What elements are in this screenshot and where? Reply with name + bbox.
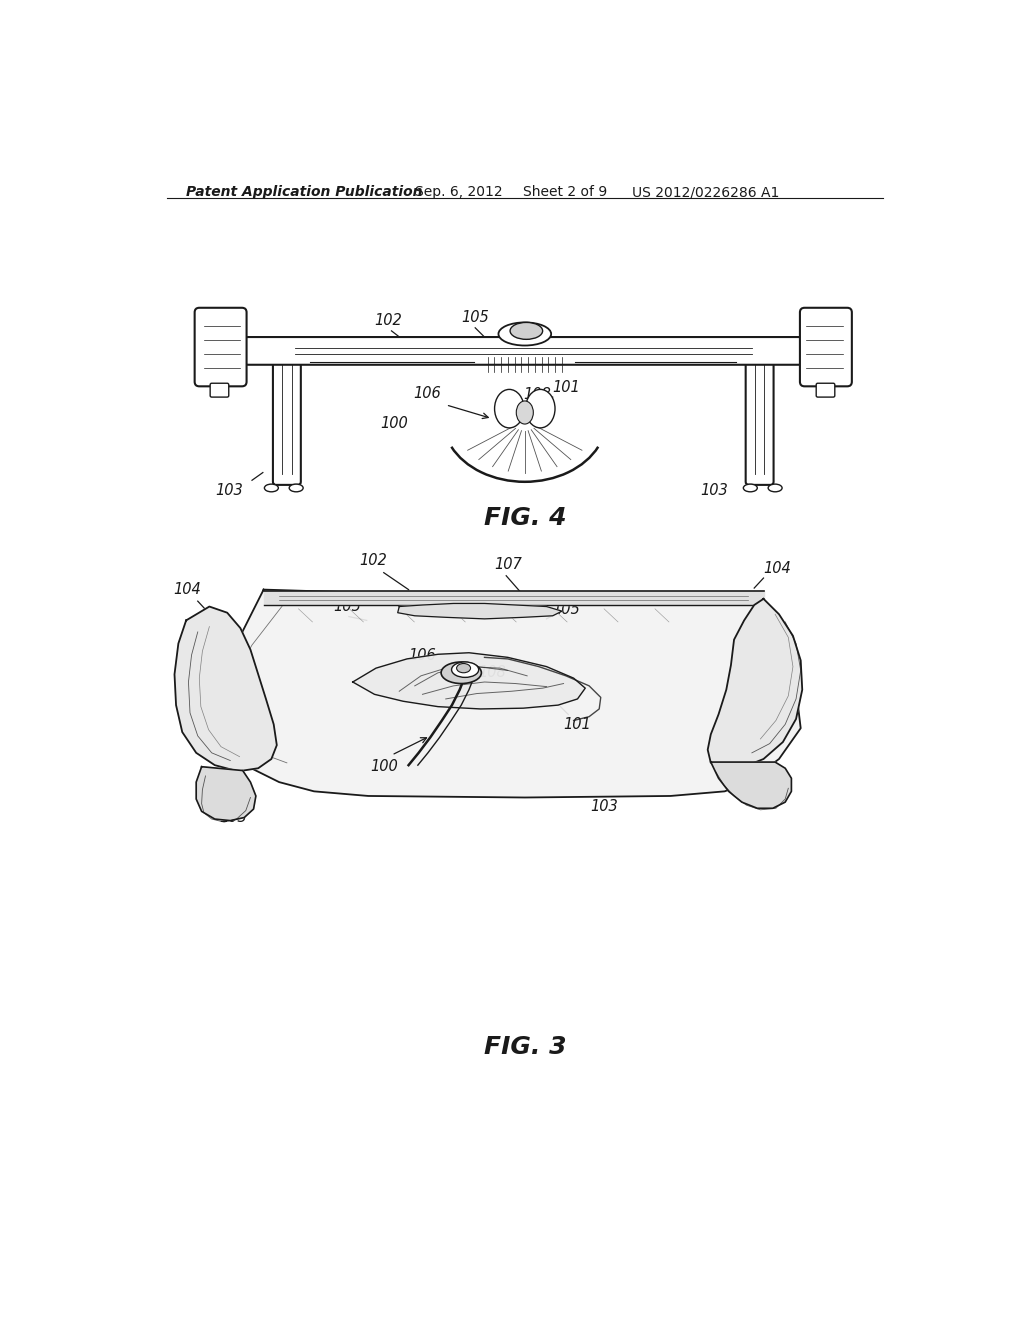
Text: US 2012/0226286 A1: US 2012/0226286 A1: [632, 185, 779, 199]
FancyBboxPatch shape: [244, 337, 803, 364]
Text: 108: 108: [523, 388, 551, 403]
Ellipse shape: [743, 484, 758, 492]
Text: 103: 103: [700, 483, 728, 499]
FancyBboxPatch shape: [800, 308, 852, 387]
Text: 103: 103: [219, 810, 247, 825]
Text: 101: 101: [563, 718, 591, 733]
Ellipse shape: [495, 389, 524, 428]
Text: Sheet 2 of 9: Sheet 2 of 9: [523, 185, 607, 199]
Text: 102: 102: [375, 313, 402, 327]
Text: 108: 108: [478, 665, 506, 681]
Polygon shape: [174, 607, 276, 771]
Text: 104: 104: [173, 582, 201, 598]
FancyBboxPatch shape: [210, 383, 228, 397]
Ellipse shape: [516, 401, 534, 424]
Ellipse shape: [441, 663, 481, 684]
Ellipse shape: [499, 322, 551, 346]
Polygon shape: [352, 653, 586, 709]
FancyBboxPatch shape: [195, 308, 247, 387]
Text: 103: 103: [216, 483, 244, 499]
Text: Patent Application Publication: Patent Application Publication: [186, 185, 423, 199]
Ellipse shape: [289, 484, 303, 492]
Ellipse shape: [452, 663, 478, 677]
Ellipse shape: [510, 322, 543, 339]
FancyBboxPatch shape: [745, 358, 773, 484]
Text: 104: 104: [764, 561, 792, 576]
Text: FIG. 3: FIG. 3: [483, 1035, 566, 1059]
Text: 100: 100: [380, 416, 408, 432]
Ellipse shape: [264, 484, 279, 492]
Text: 105: 105: [334, 599, 361, 614]
Text: Sep. 6, 2012: Sep. 6, 2012: [415, 185, 503, 199]
Text: 101: 101: [553, 380, 581, 395]
Ellipse shape: [457, 664, 471, 673]
Text: 100: 100: [370, 759, 397, 774]
Polygon shape: [708, 599, 802, 768]
Text: 107: 107: [494, 557, 521, 572]
Polygon shape: [711, 762, 792, 808]
Text: 105: 105: [461, 310, 489, 326]
Text: 105: 105: [553, 602, 581, 616]
Text: 102: 102: [359, 553, 387, 568]
Ellipse shape: [768, 484, 782, 492]
Ellipse shape: [525, 389, 555, 428]
Text: 106: 106: [409, 648, 436, 663]
Text: 106: 106: [414, 385, 441, 401]
FancyBboxPatch shape: [273, 358, 301, 484]
Polygon shape: [197, 767, 256, 821]
Text: FIG. 4: FIG. 4: [483, 507, 566, 531]
Polygon shape: [397, 603, 562, 619]
FancyBboxPatch shape: [816, 383, 835, 397]
Text: 103: 103: [590, 799, 617, 814]
Polygon shape: [263, 591, 764, 605]
Polygon shape: [202, 590, 801, 797]
